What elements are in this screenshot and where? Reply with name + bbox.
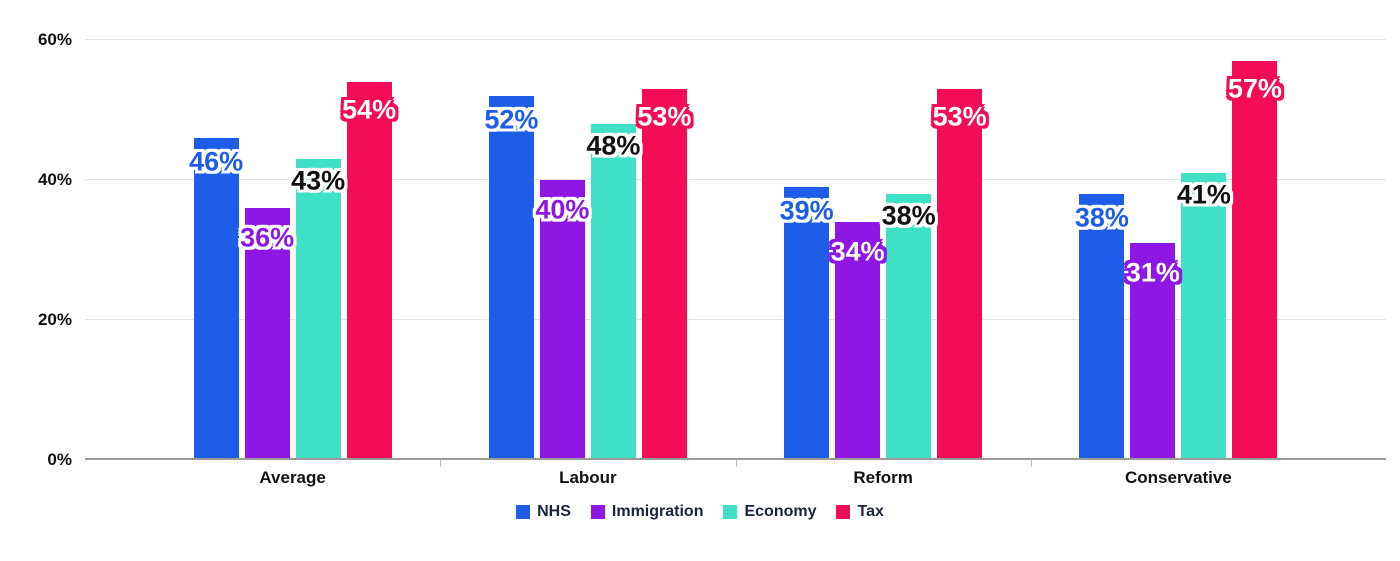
legend-label: Economy — [744, 503, 817, 520]
bar-value-label: 41% — [1176, 179, 1231, 210]
category-axis: Average Labour Reform Conservative — [85, 468, 1386, 488]
axis-tick — [1030, 460, 1032, 467]
x-axis-line — [85, 458, 1386, 460]
bar-nhs-average: 46% — [189, 138, 243, 460]
bar-value-label: 39% — [779, 195, 834, 226]
bar-nhs-labour: 52% — [484, 96, 538, 460]
bar-economy-conservative: 41% — [1177, 173, 1231, 460]
bar-nhs-conservative: 38% — [1075, 194, 1129, 460]
legend-label: Tax — [857, 503, 884, 520]
bar-economy-reform: 38% — [882, 194, 936, 460]
y-tick-label: 0% — [47, 450, 72, 469]
bar-value-label: 38% — [1074, 202, 1129, 233]
bar-tax-average: 54% — [342, 82, 396, 460]
legend-swatch-icon — [723, 505, 738, 519]
bar-value-label: 57% — [1227, 73, 1282, 104]
category-label-conservative: Conservative — [1124, 468, 1232, 487]
legend-label: NHS — [537, 503, 571, 520]
category-label-average: Average — [259, 468, 326, 487]
bar-value-label: 40% — [535, 194, 590, 225]
category-label-reform: Reform — [853, 468, 913, 487]
category-label-labour: Labour — [559, 468, 617, 487]
bar-value-label: 31% — [1125, 257, 1180, 288]
bar-tax-reform: 53% — [933, 89, 987, 460]
bar-economy-labour: 48% — [586, 124, 640, 460]
bar-tax-labour: 53% — [637, 89, 691, 460]
legend-item-economy: Economy — [723, 503, 816, 521]
bar-value-label: 36% — [240, 222, 295, 253]
legend-swatch-icon — [516, 505, 531, 519]
axis-tick — [440, 460, 442, 467]
gridline — [85, 319, 1386, 320]
gridline — [85, 179, 1386, 180]
gridline — [85, 39, 1386, 40]
legend-item-nhs: NHS — [516, 503, 571, 521]
bar-immigration-conservative: 31% — [1126, 243, 1180, 460]
bar-value-label: 34% — [830, 236, 885, 267]
y-tick-label: 60% — [37, 30, 72, 49]
bar-value-label: 46% — [189, 146, 244, 177]
bar-group-labour: 52% 40% 48% 53% — [484, 40, 691, 460]
bar-immigration-reform: 34% — [831, 222, 885, 460]
bar-value-label: 52% — [484, 104, 539, 135]
y-tick-label: 20% — [37, 310, 72, 329]
bars-container: 46% 36% 43% 54% 52% 40% 48% 53% 39% 34% 38% 53% 38% 3… — [85, 40, 1386, 460]
axis-tick — [735, 460, 737, 467]
legend-item-tax: Tax — [836, 503, 884, 521]
legend-swatch-icon — [836, 505, 851, 519]
legend-item-immigration: Immigration — [590, 503, 704, 521]
plot-area: 46% 36% 43% 54% 52% 40% 48% 53% 39% 34% 38% 53% 38% 3… — [85, 39, 1386, 467]
bar-group-reform: 39% 34% 38% 53% — [780, 40, 987, 460]
bar-immigration-average: 36% — [240, 208, 294, 460]
bar-group-average: 46% 36% 43% 54% — [189, 40, 396, 460]
bar-value-label: 54% — [342, 94, 397, 125]
bar-value-label: 43% — [291, 165, 346, 196]
bar-value-label: 48% — [586, 130, 641, 161]
bar-economy-average: 43% — [291, 159, 345, 460]
legend-label: Immigration — [611, 503, 704, 520]
bar-immigration-labour: 40% — [535, 180, 589, 460]
bar-value-label: 53% — [637, 101, 692, 132]
bar-group-conservative: 38% 31% 41% 57% — [1075, 40, 1282, 460]
y-tick-label: 40% — [37, 170, 72, 189]
legend: NHS Immigration Economy Tax — [0, 503, 1400, 521]
bar-value-label: 38% — [881, 200, 936, 231]
bar-nhs-reform: 39% — [780, 187, 834, 460]
legend-swatch-icon — [590, 505, 605, 519]
bar-value-label: 53% — [932, 101, 987, 132]
bar-tax-conservative: 57% — [1228, 61, 1282, 460]
